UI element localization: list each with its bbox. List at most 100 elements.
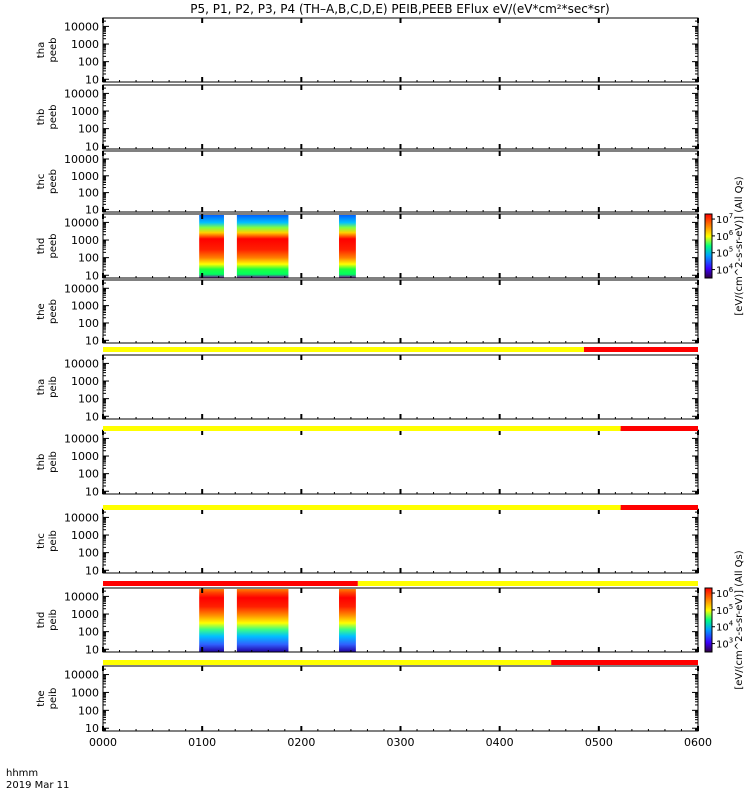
y-tick-label: 10000 — [64, 216, 99, 229]
panel-probe-label: the — [36, 303, 47, 319]
y-tick-label: 10 — [85, 485, 99, 498]
time-tick-label: 0600 — [684, 736, 712, 749]
panel-frame — [102, 84, 699, 150]
colorbar-tick-label: 106 — [716, 229, 734, 243]
panel-species-label: peib — [48, 609, 59, 631]
y-tick-label: 10 — [85, 203, 99, 216]
panel-species-label: peeb — [48, 38, 59, 63]
y-tick-label: 100 — [78, 123, 99, 136]
y-tick-label: 1000 — [71, 375, 99, 388]
y-tick-label: 1000 — [71, 38, 99, 51]
panel-probe-label: thd — [36, 238, 47, 255]
status-bar-segment — [103, 660, 552, 665]
colorbar-peib — [704, 587, 713, 653]
y-tick-label: 1000 — [71, 450, 99, 463]
colorbar-tick-label: 105 — [716, 246, 733, 260]
panel-frame — [102, 150, 699, 213]
y-tick-label: 100 — [78, 56, 99, 69]
status-bar-segment — [103, 505, 621, 510]
panel-species-label: peib — [48, 688, 59, 710]
panel-tha-peeb: 10 100 1000 10000 tha peeb — [36, 17, 699, 86]
panel-probe-label: thc — [36, 174, 47, 190]
panel-frame — [102, 279, 699, 344]
plot-title: P5, P1, P2, P3, P4 (TH–A,B,C,D,E) PEIB,P… — [190, 2, 609, 16]
y-tick-label: 10000 — [64, 20, 99, 33]
y-tick-label: 100 — [78, 626, 99, 639]
colorbar-tick-label: 106 — [716, 586, 734, 600]
y-tick-label: 100 — [78, 704, 99, 717]
panel-species-label: peib — [48, 376, 59, 398]
panel-the-peib: 10 100 1000 10000 the peib — [36, 665, 699, 735]
status-bar-segment — [357, 581, 698, 586]
y-tick-label: 1000 — [71, 608, 99, 621]
y-tick-label: 10 — [85, 269, 99, 282]
panel-tha-peib: 10 100 1000 10000 tha peib — [36, 354, 699, 423]
y-tick-label: 10000 — [64, 432, 99, 445]
time-axis-date-label: 2019 Mar 11 — [6, 780, 69, 791]
time-tick-label: 0100 — [188, 736, 216, 749]
panel-thc-peeb: 10 100 1000 10000 thc peeb — [36, 150, 699, 216]
panel-frame — [102, 429, 699, 495]
colorbar-tick-label: 104 — [716, 620, 734, 634]
y-tick-label: 10000 — [64, 357, 99, 370]
spectrogram-block — [199, 589, 224, 652]
status-bar-segment — [551, 660, 698, 665]
y-tick-label: 10000 — [64, 153, 99, 166]
y-tick-label: 10 — [85, 410, 99, 423]
panel-the-peeb: 10 100 1000 10000 the peeb — [36, 279, 699, 347]
panel-probe-label: tha — [36, 379, 47, 395]
status-bar-segment — [620, 426, 698, 431]
spectrogram-block — [199, 215, 224, 278]
colorbar-peeb — [704, 213, 713, 279]
panel-frame — [102, 665, 699, 732]
spectrogram-block — [236, 589, 289, 652]
panel-species-label: peib — [48, 451, 59, 473]
status-bar-segment — [103, 347, 584, 352]
y-tick-label: 1000 — [71, 234, 99, 247]
time-tick-label: 0500 — [585, 736, 613, 749]
panel-frame — [102, 508, 699, 574]
panel-frame — [102, 17, 699, 83]
y-tick-label: 10000 — [64, 669, 99, 682]
y-tick-label: 10 — [85, 73, 99, 86]
spectrogram-block — [339, 589, 356, 652]
panel-frame — [102, 213, 699, 279]
colorbar-tick-label: 104 — [716, 263, 734, 277]
y-tick-label: 10000 — [64, 87, 99, 100]
panel-probe-label: thc — [36, 533, 47, 549]
status-bars-group — [103, 347, 698, 665]
panel-frame — [102, 354, 699, 420]
spectrogram-block — [339, 215, 356, 278]
time-axis-corner-label: hhmm — [6, 768, 38, 779]
colorbar-ion-title: [eV/(cm^2-s-sr-eV)] (All Qs) — [734, 550, 745, 689]
colorbar-tick-label: 103 — [716, 637, 733, 651]
time-tick-label: 0000 — [89, 736, 117, 749]
y-tick-label: 100 — [78, 187, 99, 200]
panel-probe-label: tha — [36, 42, 47, 58]
y-tick-label: 10 — [85, 334, 99, 347]
y-tick-label: 10000 — [64, 590, 99, 603]
panel-probe-label: thb — [36, 109, 47, 126]
y-tick-label: 10 — [85, 722, 99, 735]
y-tick-label: 1000 — [71, 105, 99, 118]
panel-species-label: peeb — [48, 234, 59, 259]
status-bar-segment — [103, 581, 358, 586]
colorbar-tick-label: 107 — [716, 212, 733, 226]
y-tick-label: 1000 — [71, 300, 99, 313]
panel-species-label: peib — [48, 530, 59, 552]
panel-species-label: peeb — [48, 299, 59, 324]
time-tick-label: 0400 — [486, 736, 514, 749]
status-bar-segment — [620, 505, 698, 510]
y-tick-label: 10000 — [64, 511, 99, 524]
panel-thb-peeb: 10 100 1000 10000 thb peeb — [36, 84, 699, 153]
time-tick-label: 0300 — [387, 736, 415, 749]
y-tick-label: 1000 — [71, 686, 99, 699]
y-tick-label: 100 — [78, 393, 99, 406]
y-tick-label: 100 — [78, 468, 99, 481]
panel-thc-peib: 10 100 1000 10000 thc peib — [36, 508, 699, 577]
panel-frame — [102, 587, 699, 653]
colorbar-tick-label: 105 — [716, 603, 733, 617]
